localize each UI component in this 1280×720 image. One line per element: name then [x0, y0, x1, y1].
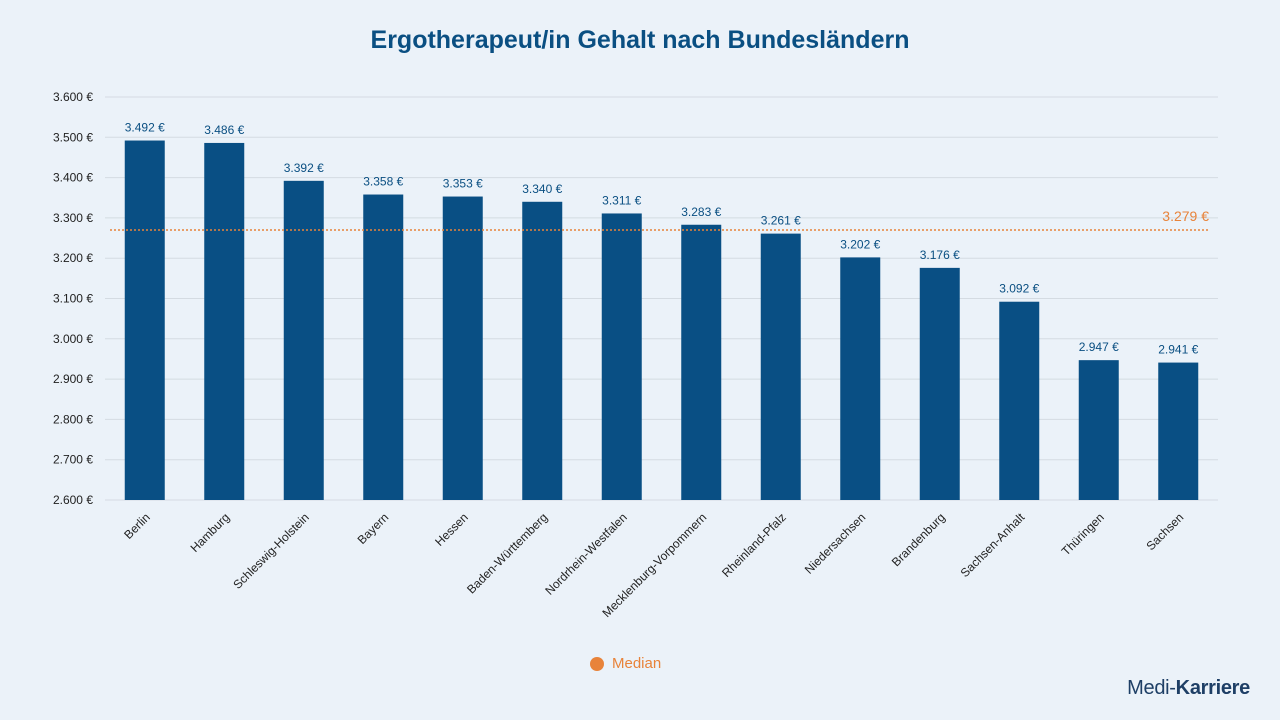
- bar-value-label: 3.340 €: [522, 182, 562, 196]
- bar: [760, 233, 801, 500]
- bar: [522, 201, 563, 500]
- bar: [840, 257, 881, 500]
- x-tick-label: Sachsen-Anhalt: [958, 510, 1028, 580]
- bar-value-label: 3.092 €: [999, 282, 1039, 296]
- x-tick-label: Berlin: [121, 510, 153, 542]
- bar: [919, 267, 960, 500]
- bar-value-label: 3.358 €: [363, 175, 403, 189]
- x-tick-label: Brandenburg: [889, 510, 948, 569]
- bar-value-label: 3.353 €: [443, 177, 483, 191]
- y-tick-label: 3.500 €: [53, 130, 93, 144]
- brand-logo: Medi-Karriere: [1127, 677, 1250, 700]
- bar-value-label: 3.311 €: [602, 193, 641, 207]
- median-value-label: 3.279 €: [1162, 208, 1209, 224]
- x-tick-label: Bayern: [355, 510, 392, 547]
- y-tick-label: 3.300 €: [53, 211, 93, 225]
- x-tick-label: Sachsen: [1143, 510, 1186, 553]
- bar: [442, 196, 483, 500]
- bar-value-label: 3.202 €: [840, 237, 880, 251]
- y-tick-label: 2.600 €: [53, 493, 93, 507]
- x-tick-label: Nordrhein-Westfalen: [542, 510, 630, 598]
- brand-prefix: Medi-: [1127, 677, 1176, 699]
- x-tick-label: Hamburg: [188, 510, 233, 555]
- bar-value-label: 3.492 €: [125, 121, 165, 135]
- chart-title: Ergotherapeut/in Gehalt nach Bundeslände…: [370, 26, 910, 54]
- brand-suffix: Karriere: [1175, 677, 1251, 699]
- x-tick-label: Baden-Württemberg: [464, 510, 550, 596]
- y-tick-label: 3.600 €: [53, 90, 93, 104]
- bar: [1078, 360, 1119, 500]
- x-tick-label: Schleswig-Holstein: [230, 510, 312, 592]
- bar-value-label: 3.261 €: [761, 214, 801, 228]
- legend-label-median: Median: [612, 655, 662, 672]
- bar: [363, 194, 404, 500]
- x-tick-label: Thüringen: [1059, 510, 1107, 558]
- bar: [999, 301, 1040, 500]
- bar-value-label: 2.947 €: [1079, 340, 1119, 354]
- y-tick-label: 3.400 €: [53, 171, 93, 185]
- y-tick-label: 2.800 €: [53, 412, 93, 426]
- bar: [283, 180, 324, 500]
- y-tick-label: 2.900 €: [53, 372, 93, 386]
- y-tick-label: 3.200 €: [53, 251, 93, 265]
- bar-value-label: 2.941 €: [1158, 343, 1198, 357]
- bar: [601, 213, 642, 501]
- bar-value-label: 3.486 €: [204, 123, 244, 137]
- bar-value-label: 3.176 €: [920, 248, 960, 262]
- x-tick-label: Hessen: [432, 510, 471, 549]
- legend: Median: [590, 655, 661, 672]
- bar: [1158, 362, 1199, 500]
- bar: [681, 224, 722, 500]
- legend-marker-median: [590, 656, 604, 671]
- x-tick-label: Rheinland-Pfalz: [719, 510, 789, 580]
- bar: [204, 142, 245, 500]
- y-tick-label: 2.700 €: [53, 453, 93, 467]
- x-tick-label: Niedersachsen: [802, 510, 869, 577]
- bar-value-label: 3.392 €: [284, 161, 324, 175]
- bar: [124, 140, 165, 501]
- bar-value-label: 3.283 €: [681, 205, 721, 219]
- y-tick-label: 3.000 €: [53, 332, 93, 346]
- y-tick-label: 3.100 €: [53, 292, 93, 306]
